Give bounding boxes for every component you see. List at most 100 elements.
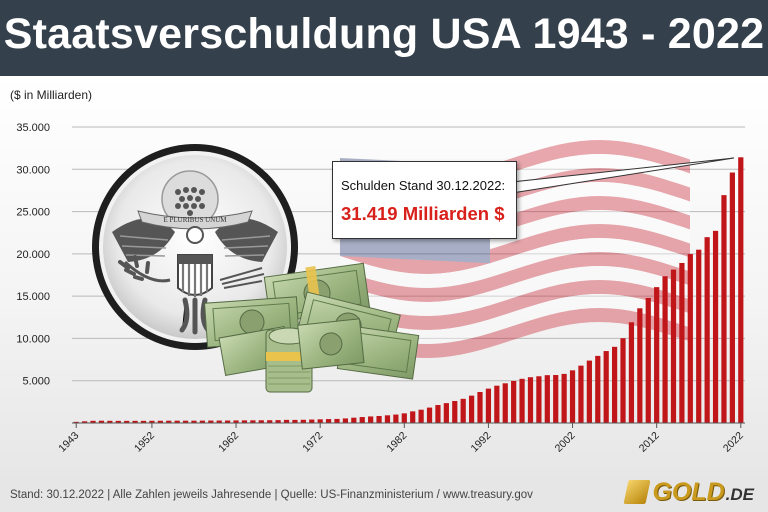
- bar-1948: [115, 420, 121, 423]
- page-title: Staatsverschuldung USA 1943 - 2022: [3, 10, 765, 58]
- bar-1963: [241, 420, 248, 423]
- bar-1970: [300, 419, 306, 423]
- bar-2003: [578, 365, 584, 423]
- y-tick-label: 30.000: [16, 164, 50, 176]
- x-tick-label: 2012: [637, 430, 662, 455]
- bar-1976: [351, 417, 357, 423]
- flag-stripe: [340, 280, 690, 330]
- x-tick-label: 2002: [553, 430, 578, 455]
- bar-1959: [208, 420, 214, 423]
- bar-1983: [410, 411, 416, 423]
- bar-1996: [519, 378, 525, 423]
- bar-2022: [738, 157, 744, 423]
- y-tick-label: 25.000: [16, 207, 50, 219]
- bar-2021: [729, 172, 735, 423]
- bar-1946: [98, 420, 105, 423]
- bar-1989: [460, 398, 466, 423]
- bar-1943: [73, 421, 79, 423]
- bar-1956: [182, 420, 189, 423]
- bar-2001: [561, 373, 567, 423]
- bar-1975: [342, 418, 349, 423]
- bar-1994: [502, 383, 508, 423]
- bar-1954: [166, 420, 172, 423]
- bar-1980: [384, 415, 391, 423]
- bar-2002: [569, 370, 576, 423]
- y-tick-label: 20.000: [16, 249, 50, 261]
- bar-2020: [721, 195, 727, 423]
- bar-1979: [376, 415, 382, 423]
- bar-1965: [258, 420, 264, 423]
- x-tick-label: 1972: [300, 430, 325, 455]
- bar-1978: [368, 416, 374, 423]
- logo-tld: .DE: [725, 485, 754, 504]
- bar-2015: [679, 262, 685, 423]
- footer-source-text: Stand: 30.12.2022 | Alle Zahlen jeweils …: [10, 489, 533, 501]
- bar-1974: [334, 418, 340, 423]
- bar-1992: [485, 388, 492, 423]
- bar-1997: [527, 377, 534, 423]
- bar-1961: [225, 420, 231, 423]
- bar-2008: [620, 338, 626, 423]
- bar-2012: [654, 287, 660, 423]
- bar-1999: [544, 375, 550, 423]
- bar-1968: [283, 419, 290, 423]
- x-tick-label: 1982: [384, 430, 409, 455]
- bar-1951: [140, 420, 147, 423]
- flag-stripe: [340, 266, 690, 316]
- bar-1952: [149, 420, 155, 423]
- y-tick-label: 5.000: [22, 376, 50, 388]
- bar-1998: [536, 376, 542, 423]
- bar-1950: [132, 420, 138, 423]
- x-tick-label: 2022: [721, 430, 746, 455]
- bar-1993: [494, 385, 500, 423]
- bar-1957: [191, 420, 197, 423]
- bar-2018: [704, 237, 710, 423]
- flag-stripe: [340, 252, 690, 302]
- bar-1995: [511, 380, 517, 423]
- bar-2011: [645, 297, 651, 423]
- bar-2014: [670, 269, 677, 423]
- bar-2009: [628, 322, 635, 423]
- bar-1962: [233, 420, 239, 423]
- bar-2019: [712, 230, 719, 423]
- callout-value: 31.419 Milliarden $: [341, 203, 505, 224]
- bar-1984: [418, 409, 424, 423]
- bar-1971: [309, 419, 315, 423]
- bar-1947: [107, 420, 113, 423]
- bar-1945: [90, 420, 96, 423]
- bar-1973: [325, 419, 332, 423]
- great-seal-illustration: E PLURIBUS UNUM: [92, 144, 298, 350]
- bar-2006: [603, 351, 609, 423]
- seal-banner-text: E PLURIBUS UNUM: [163, 216, 227, 224]
- x-tick-label: 1992: [469, 430, 494, 455]
- x-tick-label: 1943: [56, 430, 81, 455]
- bar-1972: [317, 419, 323, 423]
- bar-1960: [216, 420, 222, 423]
- bar-2016: [687, 254, 693, 423]
- x-tick-label: 1952: [132, 430, 157, 455]
- bar-1967: [275, 420, 281, 423]
- money-stacks-illustration: [204, 262, 420, 393]
- bar-1949: [124, 420, 130, 423]
- bar-2004: [586, 360, 592, 423]
- bar-2000: [553, 375, 559, 423]
- bar-1985: [426, 407, 433, 423]
- bar-1958: [199, 420, 206, 423]
- bar-1986: [435, 405, 441, 423]
- bar-1981: [393, 414, 399, 423]
- flag-stripe: [340, 238, 690, 288]
- bar-2005: [595, 355, 601, 423]
- bar-1969: [292, 419, 298, 423]
- bar-1966: [267, 420, 273, 423]
- bar-1955: [174, 420, 180, 423]
- bar-2017: [696, 249, 702, 423]
- flag-stripe: [340, 294, 690, 344]
- logo-text: GOLD: [652, 477, 725, 506]
- bar-1991: [477, 392, 483, 423]
- bar-1988: [452, 400, 458, 423]
- bar-1982: [401, 413, 407, 423]
- bar-2010: [637, 308, 643, 423]
- debt-callout-box: Schulden Stand 30.12.2022: 31.419 Millia…: [332, 161, 517, 239]
- y-tick-label: 35.000: [16, 122, 50, 134]
